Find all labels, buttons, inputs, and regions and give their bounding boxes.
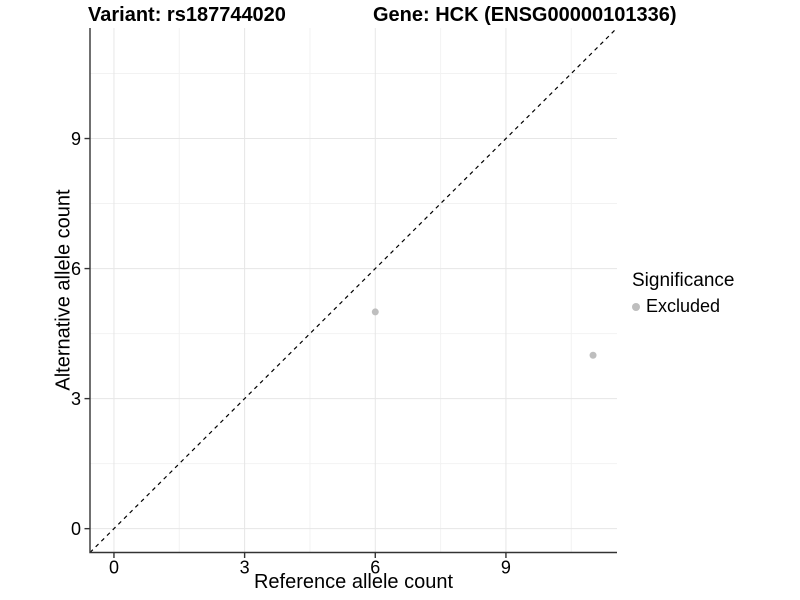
legend-item-label: Excluded [646,296,721,316]
plot-title-variant: Variant: rs187744020 [88,4,286,26]
tick-label-x: 9 [501,558,511,578]
legend-item-excluded: Excluded [632,296,734,317]
legend-point-icon [632,302,640,311]
tick-label-y: 0 [71,519,81,539]
tick-label-y: 6 [71,259,81,279]
tick-label-x: 6 [370,558,380,578]
tick-label-x: 0 [109,558,119,578]
tick-label-x: 3 [240,558,250,578]
legend-title: Significance [632,270,735,291]
plot-title-gene: Gene: HCK (ENSG00000101336) [373,4,677,26]
identity-line [89,27,618,553]
x-axis-title: Reference allele count [253,571,453,593]
data-point [371,308,379,316]
legend: Significance Excluded [632,270,734,317]
tick-label-y: 3 [71,389,81,409]
data-point [589,351,597,359]
tick-label-y: 9 [71,129,81,149]
y-axis-title: Alternative allele count [52,189,75,391]
axis-line [89,28,617,554]
